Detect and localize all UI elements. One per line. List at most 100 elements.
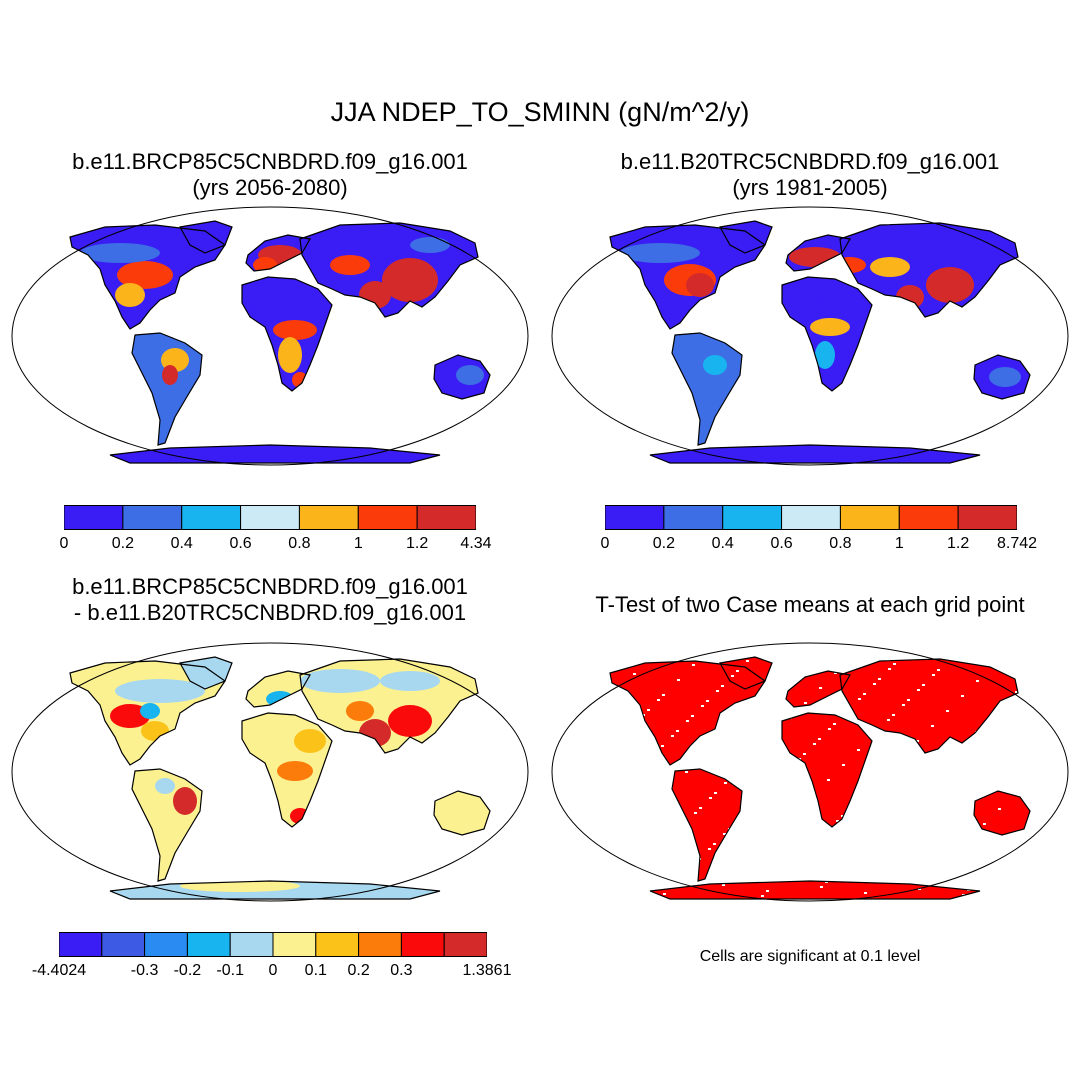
coastline-an <box>649 444 981 464</box>
insignificant-cell <box>708 848 711 850</box>
field-patch <box>989 367 1021 387</box>
insignificant-cell <box>819 687 822 689</box>
colorbar-tick-label: 0.8 <box>288 535 311 552</box>
colorbar-tick-label: 0.3 <box>390 962 413 979</box>
insignificant-cell <box>685 771 688 773</box>
coastline-eu <box>245 670 311 708</box>
insignificant-cell <box>961 695 964 697</box>
insignificant-cell <box>1050 656 1053 658</box>
insignificant-cell <box>579 677 582 679</box>
coastline-as <box>839 658 1019 754</box>
field-patch <box>456 365 484 385</box>
field-patch <box>277 761 313 781</box>
coastline-af <box>241 276 333 392</box>
field-patch <box>382 258 438 302</box>
colorbar-swatch <box>272 932 317 957</box>
colorbar-tick-label: 0.6 <box>770 535 793 552</box>
coastline-eu <box>245 234 311 272</box>
colorbar-swatch <box>839 505 900 530</box>
field-patch <box>815 341 835 369</box>
insignificant-cell <box>677 679 680 681</box>
coastline-au <box>433 790 491 836</box>
insignificant-cell <box>604 652 607 654</box>
insignificant-cell <box>916 740 919 742</box>
coastline-af <box>241 712 333 828</box>
insignificant-cell <box>833 723 836 725</box>
insignificant-cell <box>686 720 689 722</box>
field-patch <box>703 355 727 375</box>
colorbar-swatch <box>186 932 231 957</box>
insignificant-cell <box>878 678 881 680</box>
colorbar-tick-label: 0 <box>600 535 610 552</box>
colorbar-tick-label: 4.34 <box>460 535 492 552</box>
coastline-na <box>609 224 766 330</box>
colorbar-tick-label: -0.2 <box>173 962 202 979</box>
insignificant-cell <box>813 743 816 745</box>
colorbar-swatch <box>358 932 402 957</box>
insignificant-cell <box>566 840 569 842</box>
colorbar-tick-label: 1.3861 <box>462 962 512 979</box>
insignificant-cell <box>834 672 837 674</box>
coastline-gr <box>719 220 773 254</box>
insignificant-cell <box>701 705 704 707</box>
colorbar-tick-label: 0.2 <box>347 962 370 979</box>
field-patch <box>248 295 292 315</box>
insignificant-cell <box>1035 671 1038 673</box>
insignificant-cell <box>873 683 876 685</box>
insignificant-cell <box>888 668 891 670</box>
field-patch <box>117 261 173 289</box>
insignificant-cell <box>931 725 934 727</box>
insignificant-cell <box>887 719 890 721</box>
field-patch <box>870 257 910 277</box>
insignificant-cell <box>818 738 821 740</box>
colorbar-tick-label: 0.2 <box>652 535 675 552</box>
field-patch <box>810 318 850 336</box>
coastline-sa <box>671 768 743 882</box>
coastline-eu <box>785 670 851 708</box>
coastline-af <box>781 712 873 828</box>
colorbar-swatch <box>443 932 487 957</box>
figure-title: JJA NDEP_TO_SMINN (gN/m^2/y) <box>330 97 750 127</box>
colorbar-swatch <box>144 932 188 957</box>
coastline-sa <box>131 332 203 446</box>
insignificant-cell <box>564 692 567 694</box>
insignificant-cell <box>731 675 734 677</box>
insignificant-cell <box>676 730 679 732</box>
insignificant-cell <box>766 890 769 892</box>
insignificant-cell <box>976 680 979 682</box>
insignificant-cell <box>560 646 563 648</box>
field-patch <box>273 320 317 340</box>
panel-title-ttest: T-Test of two Case means at each grid po… <box>595 592 1025 617</box>
field-patch <box>388 705 432 737</box>
map-border <box>551 642 1069 902</box>
insignificant-cell <box>863 693 866 695</box>
insignificant-cell <box>722 884 725 886</box>
insignificant-cell <box>998 808 1001 810</box>
colorbar-swatch <box>663 505 724 530</box>
colorbar-tick-label: 1 <box>894 535 904 552</box>
coastline-an <box>109 880 441 900</box>
insignificant-cell <box>574 682 577 684</box>
insignificant-cell <box>714 792 717 794</box>
insignificant-cell <box>991 665 994 667</box>
insignificant-cell <box>634 872 637 874</box>
insignificant-cell <box>892 714 895 716</box>
coastline-sa <box>131 768 203 882</box>
insignificant-cell <box>922 684 925 686</box>
colorbar-tick-label: 0.4 <box>170 535 193 552</box>
continent-af <box>782 713 872 827</box>
insignificant-cell <box>671 735 674 737</box>
field-patch <box>686 273 714 297</box>
coastline-as <box>299 222 479 318</box>
insignificant-cell <box>907 699 910 701</box>
insignificant-cell <box>908 648 911 650</box>
insignificant-cell <box>841 815 844 817</box>
coastline-na <box>69 660 226 766</box>
insignificant-cell <box>1021 885 1024 887</box>
field-patch <box>380 671 440 691</box>
colorbar-swatch <box>898 505 959 530</box>
insignificant-cell <box>1020 686 1023 688</box>
insignificant-cell <box>661 745 664 747</box>
insignificant-cell <box>707 649 710 651</box>
colorbar-tick-label: 1.2 <box>406 535 429 552</box>
